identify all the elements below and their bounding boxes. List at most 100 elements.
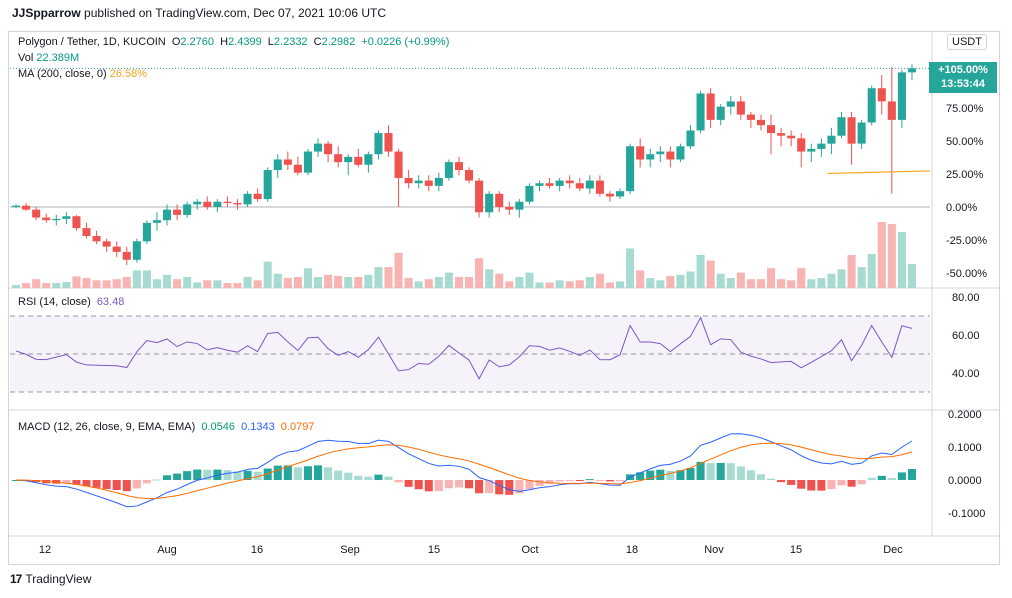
macd-histogram-bar [253, 471, 262, 480]
macd-histogram-bar [797, 480, 806, 489]
currency-button[interactable]: USDT [947, 34, 987, 50]
macd-histogram-bar [616, 480, 625, 482]
candle-body [142, 222, 151, 242]
ma-label[interactable]: MA (200, close, 0) [18, 68, 107, 80]
macd-histogram-bar [706, 463, 715, 480]
candle-body [183, 204, 192, 215]
volume-bar [314, 277, 323, 288]
volume-bar [384, 267, 393, 288]
macd-histogram-bar [897, 472, 906, 480]
macd-histogram-bar [344, 472, 353, 480]
price-change-badge: +105.00% [938, 64, 988, 76]
macd-histogram-bar [173, 473, 182, 480]
candle-body [62, 216, 71, 219]
volume-bar [495, 273, 504, 288]
macd-histogram-bar [666, 470, 675, 480]
volume-bar [334, 275, 343, 288]
candle-body [676, 146, 685, 160]
volume-bar [92, 280, 101, 288]
low-value: 2.2332 [273, 36, 308, 48]
macd-histogram-bar [857, 480, 866, 485]
macd-histogram-bar [636, 472, 645, 480]
macd-histogram-bar [535, 480, 544, 486]
macd-axis-tick: 0.2000 [948, 409, 982, 421]
ma-value: 26.58% [109, 68, 148, 80]
volume-label[interactable]: Vol [18, 52, 34, 64]
macd-histogram-bar [847, 480, 856, 487]
volume-bar [283, 278, 292, 288]
macd-histogram-bar [877, 475, 886, 480]
candle-body [263, 170, 272, 200]
brand-name: TradingView [25, 572, 92, 586]
candle-body [454, 162, 463, 171]
candle-body [475, 180, 484, 213]
macd-histogram-bar [867, 477, 876, 480]
macd-histogram-bar [434, 480, 443, 492]
chart-frame [8, 31, 1000, 565]
candle-body [716, 106, 725, 120]
volume-bar [82, 278, 91, 288]
volume-bar [696, 255, 705, 288]
candle-body [122, 251, 131, 260]
symbol-title[interactable]: Polygon / Tether, 1D, KUCOIN [18, 36, 166, 48]
macd-histogram-bar [827, 480, 836, 490]
volume-bar [444, 272, 453, 288]
candle-body [364, 154, 373, 165]
volume-bar [475, 258, 484, 288]
volume-bar [716, 273, 725, 288]
candle-body [193, 201, 202, 205]
volume-bar [72, 276, 81, 288]
macd-histogram-bar [62, 480, 71, 484]
macd-histogram-bar [605, 480, 614, 482]
macd-label[interactable]: MACD (12, 26, close, 9, EMA, EMA) [18, 421, 196, 433]
volume-bar [877, 222, 886, 288]
price-axis-tick: 0.00% [946, 202, 977, 214]
macd-histogram-bar [293, 467, 302, 480]
macd-histogram-bar [696, 461, 705, 480]
macd-histogram-bar [887, 477, 896, 480]
volume-bar [746, 279, 755, 288]
candle-body [213, 201, 222, 207]
candle-body [646, 154, 655, 160]
change-value: +0.0226 (+0.99%) [361, 36, 450, 48]
candle-body [907, 68, 916, 73]
candle-body [404, 177, 413, 184]
candle-body [163, 209, 172, 221]
candle-body [847, 117, 856, 144]
macd-histogram-bar [465, 480, 474, 489]
volume-bar [404, 278, 413, 288]
ma-legend: MA (200, close, 0) 26.58% [18, 68, 147, 80]
volume-bar [12, 285, 21, 288]
macd-histogram-bar [314, 465, 323, 480]
macd-axis-tick: -0.1000 [948, 508, 985, 520]
candle-body [22, 205, 31, 210]
macd-histogram-bar [907, 469, 916, 480]
candle-body [887, 101, 896, 120]
volume-bar [706, 260, 715, 288]
price-axis-tick: 25.00% [946, 169, 984, 181]
time-axis-tick: Nov [704, 544, 724, 556]
volume-bar [293, 277, 302, 288]
volume-value: 22.389M [36, 52, 80, 64]
candle-body [152, 220, 161, 223]
volume-bar [887, 224, 896, 288]
volume-bar [42, 283, 51, 288]
tradingview-logo[interactable]: 17 TradingView [10, 572, 91, 586]
macd-line [15, 433, 913, 508]
rsi-label[interactable]: RSI (14, close) [18, 296, 91, 308]
price-axis-tick: 50.00% [946, 136, 984, 148]
volume-bar [374, 267, 383, 288]
macd-line-value: 0.1343 [241, 421, 275, 433]
volume-bar [837, 269, 846, 288]
candle-body [444, 162, 453, 178]
publisher-user: JJSpparrow [12, 6, 81, 20]
candle-body [303, 151, 312, 173]
open-value: 2.2760 [180, 36, 215, 48]
candle-body [636, 146, 645, 160]
macd-histogram-bar [404, 480, 413, 487]
volume-bar [132, 270, 141, 288]
candle-body [42, 217, 51, 221]
rsi-legend: RSI (14, close) 63.48 [18, 296, 124, 308]
volume-bar [777, 279, 786, 288]
